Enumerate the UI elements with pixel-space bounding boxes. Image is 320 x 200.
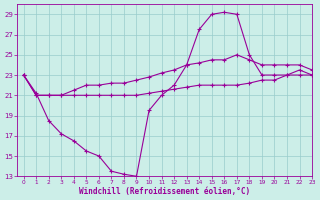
X-axis label: Windchill (Refroidissement éolien,°C): Windchill (Refroidissement éolien,°C): [79, 187, 250, 196]
